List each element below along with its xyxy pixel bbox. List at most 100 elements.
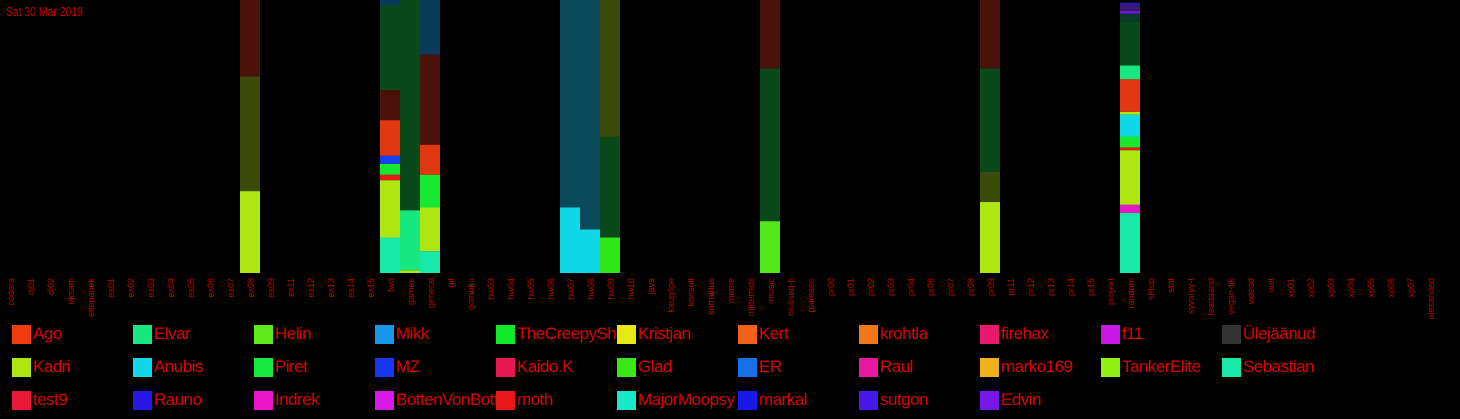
legend-item-bottenvonbott: BottenVonBott [375,389,496,411]
x-tick-label-mittemidii: mittemidii [746,278,756,316]
legend-item-rauno: Rauno [133,389,254,411]
x-tick-label-palmaeri: palmaeri [806,278,816,313]
bar-segment-random-12 [1120,5,1140,11]
x-tick-label-games: games [406,278,416,306]
legend-item-moth: moth [496,389,617,411]
bar-segment-hw08-0 [580,229,600,273]
legend-swatch [375,390,394,410]
legend-label: Mikk [396,324,429,343]
bar-segment-fwd-3 [380,163,400,175]
date-label: Sat 30 Mar 2019 [6,4,83,19]
x-tick-label-hw09: hw09 [606,278,616,300]
bar-segment-hw07-1 [560,0,580,208]
x-tick-label-pr06: pr06 [926,278,936,296]
legend-item-tankerelite: TankerElite [1101,356,1222,378]
x-tick-label-xp07: xp07 [1406,278,1416,298]
legend-swatch [12,324,31,344]
bar-segment-random-5 [1120,114,1140,137]
x-tick-label-pr03: pr03 [886,278,896,296]
legend-swatch [617,324,636,344]
legend-swatch [1222,357,1241,377]
bar-segment-fwd-4 [380,155,400,164]
bar-segment-hw09-1 [600,136,620,238]
bar-segment-general-4 [420,54,440,145]
legend-swatch [133,357,152,377]
stacked-bar-chart: codera dj01 dj02 eksam eltepanek ex01 ex02 ex03… [6,0,1436,320]
x-tick-label-dj02: dj02 [46,278,56,295]
bar-segment-pr09-3 [980,0,1000,69]
bar-segment-random-13 [1120,2,1140,6]
legend-swatch [738,390,757,410]
x-tick-label-pr14: pr14 [1066,278,1076,296]
x-tick-label-ex05: ex05 [186,278,196,298]
x-tick-label-ex09: ex09 [266,278,276,298]
legend-label: Piret [275,357,308,376]
x-tick-label-wat: wat [1266,278,1276,294]
x-tick-label-syvaryy-t: syvaryy-t [1186,278,1196,314]
bar-segment-hw09-2 [600,0,620,137]
x-tick-label-ex11: ex11 [286,278,296,297]
x-tick-label-xp02: xp02 [1306,278,1316,298]
x-tick-label-dj01: dj01 [26,278,36,295]
x-tick-label-kaug-pe: kaugõpe [666,278,676,313]
x-tick-label-setup: setup [1146,278,1156,300]
legend-swatch [617,357,636,377]
legend-item-ago: Ago [12,323,133,345]
bar-segment-random-3 [1120,147,1140,151]
bar-segment-fwd-8 [380,0,400,6]
bar-segment-music-1 [760,68,780,222]
x-tick-label-ex03: ex03 [146,278,156,298]
bar-segment-random-2 [1120,150,1140,205]
legend-label: BottenVonBott [396,390,496,409]
legend-label: Elvar [154,324,191,343]
x-tick-label-pr13: pr13 [1046,278,1056,296]
x-tick-label-music: music [766,278,776,302]
bar-segment-fwd-0 [380,237,400,273]
legend-item-krohtla: krohtla [859,323,980,345]
bar-segment-random-0 [1120,212,1140,273]
x-tick-label-ex06: ex06 [206,278,216,298]
x-tick-label-general: general [426,278,436,308]
x-tick-label-meme: meme [726,278,736,303]
x-tick-label-xp04: xp04 [1346,278,1356,298]
bar-segment-hw08-1 [580,0,600,230]
bar-segment-general-5 [420,0,440,55]
x-tick-label--lesanded: ülesanded [1426,278,1436,320]
legend-label: Rauno [154,390,202,409]
legend-item--lej-nud: Ülejäänud [1222,323,1343,345]
bar-segment-fwd-1 [380,180,400,238]
bar-segment-random-8 [1120,65,1140,80]
legend-item-test9: test9 [12,389,133,411]
legend-label: Helin [275,324,312,343]
bar-segment-ex08-1 [240,76,260,192]
legend-item-marko169: marko169 [980,356,1101,378]
x-tick-label-pr01: pr01 [846,278,856,296]
legend-label: krohtla [880,324,928,343]
bar-segment-fwd-6 [380,90,400,121]
x-tick-label-ex08: ex08 [246,278,256,298]
bar-segment-pr09-0 [980,202,1000,273]
legend-item-piret: Piret [254,356,375,378]
bar-segment-pr09-2 [980,68,1000,172]
legend-swatch [496,357,515,377]
x-tick-label-hw07: hw07 [566,278,576,300]
legend-item-kristjan: Kristjan [617,323,738,345]
x-tick-label-random: random [1126,278,1136,309]
x-tick-label-hw08: hw08 [586,278,596,300]
legend-item-anubis: Anubis [133,356,254,378]
legend-item-indrek: Indrek [254,389,375,411]
x-tick-label-hw06: hw06 [546,278,556,300]
x-tick-label-videod: videod [1246,278,1256,305]
legend: Ago Elvar Helin Mikk TheCreepyShot Kristjan Ke… [12,323,1452,415]
legend-item-markal: markal [738,389,859,411]
legend-item-edvin: Edvin [980,389,1101,411]
legend-label: Kadri [33,357,71,376]
legend-swatch [980,390,999,410]
x-tick-label-stat: stat [1166,278,1176,293]
legend-label: TankerElite [1122,357,1201,376]
x-tick-label-pr11: pr11 [1006,278,1016,295]
x-tick-label-hw10: hw10 [626,278,636,300]
legend-swatch [738,324,757,344]
x-tick-label-gomoku: gomoku [466,278,476,310]
x-tick-label-ex12: ex12 [306,278,316,298]
